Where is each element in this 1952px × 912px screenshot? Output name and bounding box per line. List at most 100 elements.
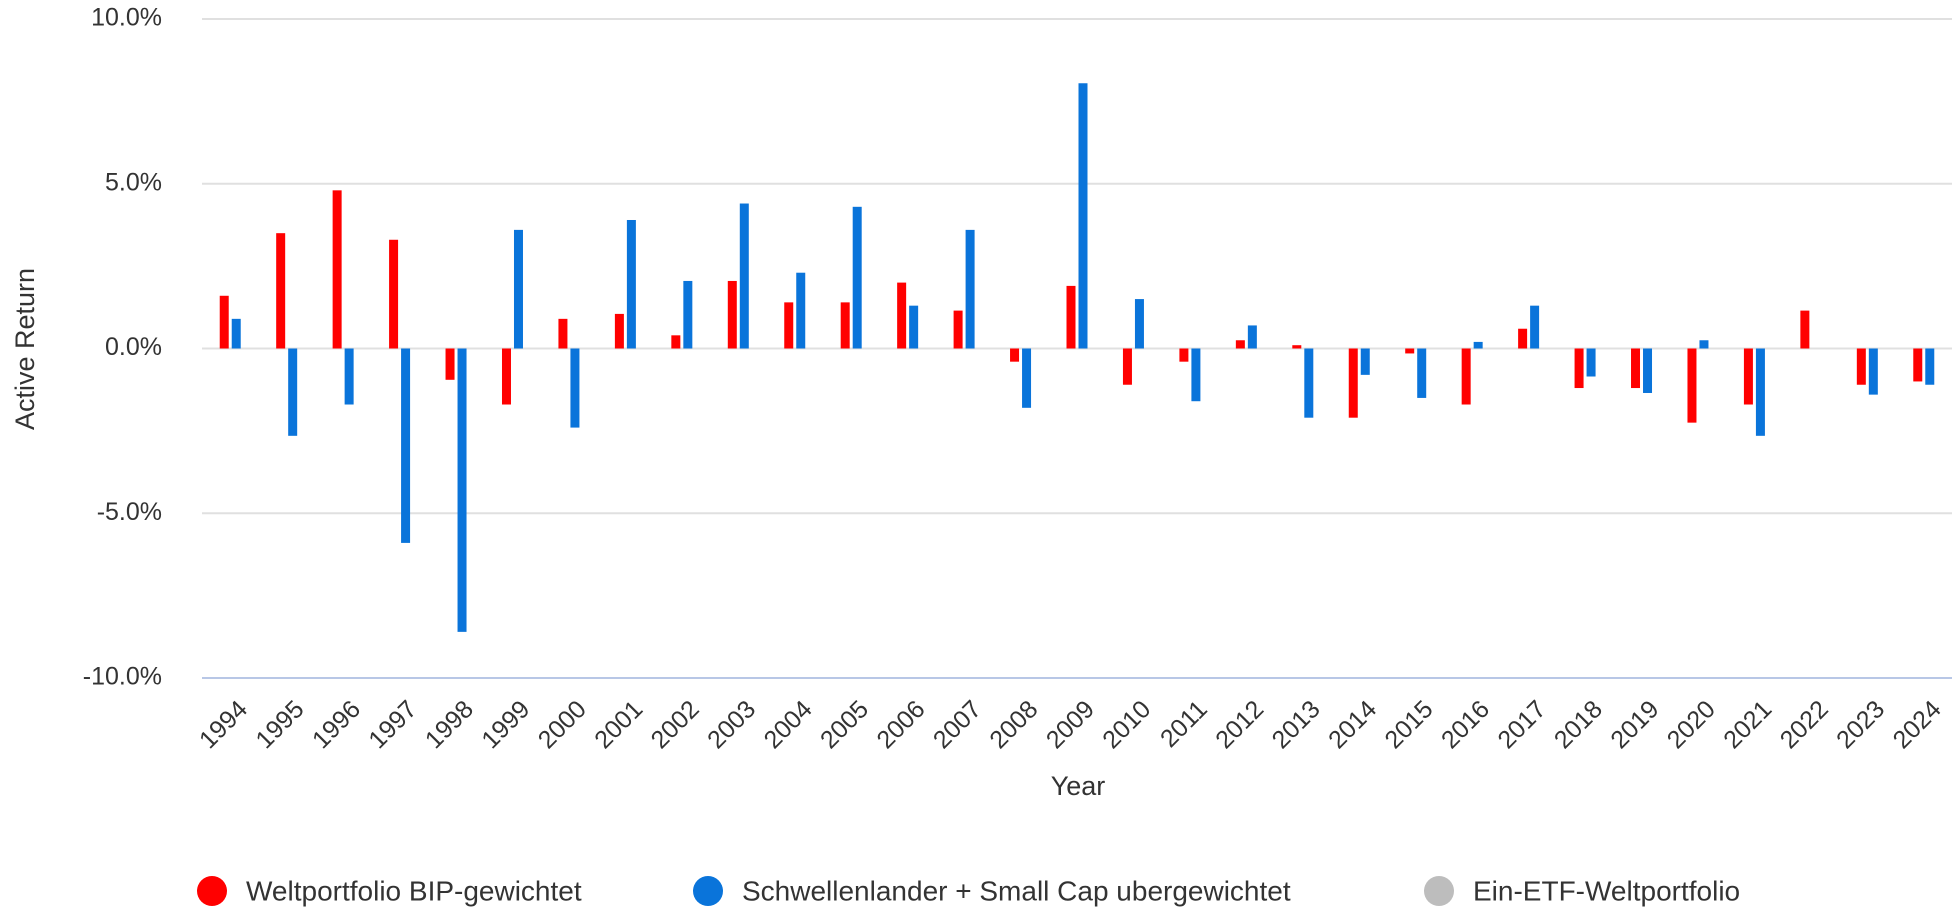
x-tick-label: 2009 — [1041, 695, 1100, 754]
x-tick-label: 2018 — [1549, 695, 1608, 754]
bar — [1925, 348, 1935, 385]
y-tick-label: 0.0% — [105, 333, 162, 361]
bar — [1022, 348, 1032, 408]
x-tick-label: 2007 — [928, 695, 987, 754]
bar — [1461, 348, 1471, 405]
bar — [1800, 310, 1810, 349]
bar — [1687, 348, 1697, 423]
bar — [1643, 348, 1653, 393]
bar — [513, 229, 523, 349]
bar — [1755, 348, 1765, 436]
bar — [965, 229, 975, 349]
bar — [288, 348, 298, 436]
x-tick-label: 2021 — [1718, 695, 1777, 754]
bar — [727, 280, 737, 349]
bar — [796, 272, 806, 349]
bar — [457, 348, 467, 632]
bar — [953, 310, 963, 349]
bar — [219, 295, 229, 349]
bar — [401, 348, 411, 543]
x-tick-label: 2017 — [1492, 695, 1551, 754]
x-tick-label: 2022 — [1775, 695, 1834, 754]
x-tick-label: 2013 — [1267, 695, 1326, 754]
x-tick-label: 1994 — [194, 695, 253, 754]
x-tick-label: 2011 — [1155, 695, 1213, 753]
bar — [1235, 340, 1245, 349]
bar — [840, 302, 850, 349]
bar — [1743, 348, 1753, 405]
bar — [852, 206, 862, 349]
bar — [1348, 348, 1358, 418]
bar — [683, 280, 693, 349]
x-tick-label: 2008 — [984, 695, 1043, 754]
x-tick-label: 2023 — [1831, 695, 1890, 754]
y-tick-label: 5.0% — [105, 168, 162, 196]
x-tick-label: 2015 — [1379, 695, 1438, 754]
bar — [1530, 305, 1540, 349]
x-tick-label: 2024 — [1888, 695, 1947, 754]
bar — [1913, 348, 1923, 382]
legend-label: Ein-ETF-Weltportfolio — [1473, 875, 1740, 906]
bar — [626, 219, 636, 349]
bar — [1586, 348, 1596, 377]
x-tick-label: 2019 — [1605, 695, 1664, 754]
bar — [1574, 348, 1584, 389]
bar — [276, 233, 286, 349]
bar — [897, 282, 907, 349]
bar — [739, 203, 749, 349]
bar — [1868, 348, 1878, 395]
bar — [1417, 348, 1427, 398]
bar — [1134, 299, 1144, 349]
x-tick-label: 1999 — [476, 695, 535, 754]
legend-marker — [693, 876, 723, 906]
bar — [389, 239, 399, 349]
bar — [1856, 348, 1866, 385]
bar — [784, 302, 794, 349]
x-tick-label: 2006 — [871, 695, 930, 754]
x-tick-label: 1997 — [363, 695, 422, 754]
bar — [231, 318, 241, 349]
bar — [1473, 341, 1483, 349]
bar — [445, 348, 455, 380]
y-axis-title: Active Return — [10, 268, 40, 430]
bar — [1631, 348, 1641, 389]
legend-label: Weltportfolio BIP-gewichtet — [246, 875, 582, 906]
x-tick-label: 1996 — [307, 695, 366, 754]
legend-marker — [197, 876, 227, 906]
x-tick-label: 2002 — [646, 695, 705, 754]
bar — [570, 348, 580, 428]
bar — [1247, 325, 1257, 349]
bar — [1179, 348, 1189, 362]
bar — [1699, 340, 1709, 349]
x-tick-label: 2001 — [589, 695, 648, 754]
y-tick-label: -10.0% — [83, 663, 162, 691]
x-tick-label: 2005 — [815, 695, 874, 754]
bar — [1010, 348, 1020, 362]
bar — [1078, 83, 1088, 349]
bar — [1360, 348, 1370, 375]
x-tick-label: 1995 — [250, 695, 309, 754]
bar — [1122, 348, 1132, 385]
x-tick-label: 2000 — [533, 695, 592, 754]
x-tick-label: 1998 — [420, 695, 479, 754]
bar — [614, 313, 624, 349]
bar — [1292, 345, 1302, 349]
x-tick-label: 2020 — [1662, 695, 1721, 754]
bar — [909, 305, 919, 349]
legend-marker — [1424, 876, 1454, 906]
bar — [1191, 348, 1201, 402]
bar — [501, 348, 511, 405]
bar — [1304, 348, 1314, 418]
x-tick-label: 2004 — [759, 695, 818, 754]
bar — [1518, 328, 1528, 349]
x-tick-label: 2014 — [1323, 695, 1382, 754]
y-tick-label: -5.0% — [97, 498, 162, 526]
bar — [1066, 285, 1076, 349]
x-tick-label: 2010 — [1097, 695, 1156, 754]
bar — [671, 335, 681, 349]
x-tick-label: 2003 — [702, 695, 761, 754]
bar — [558, 318, 568, 349]
x-axis-title: Year — [1051, 771, 1106, 801]
bar — [1405, 348, 1415, 354]
